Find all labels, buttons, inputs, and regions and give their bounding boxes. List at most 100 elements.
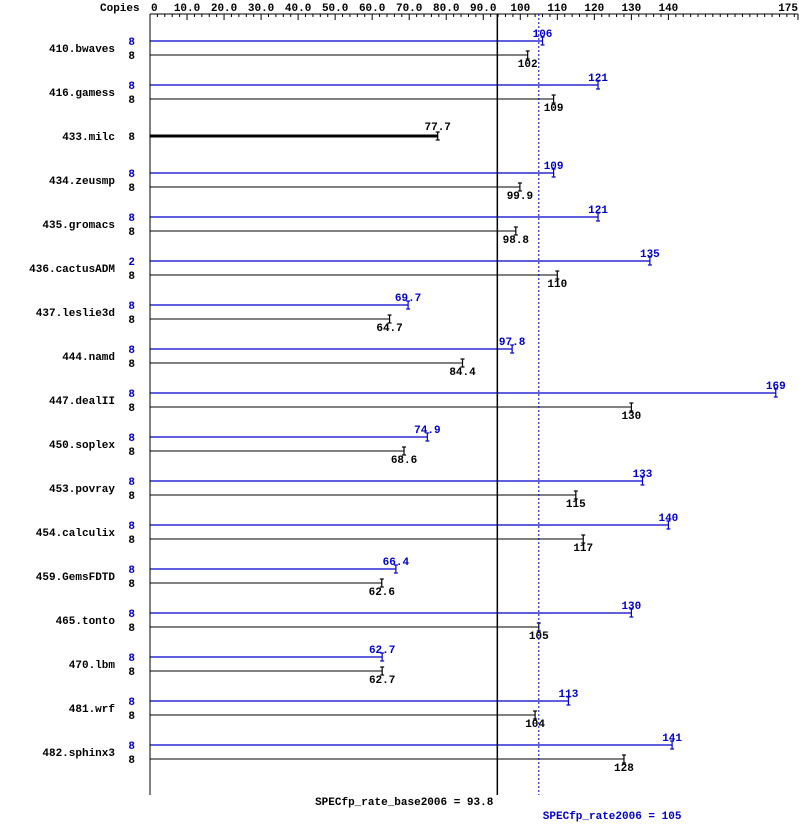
base-copies: 8 <box>128 755 135 767</box>
base-value: 84.4 <box>449 367 476 379</box>
x-tick-label: 110 <box>547 3 567 15</box>
x-tick-label: 80.0 <box>433 3 459 15</box>
peak-copies: 8 <box>128 433 135 445</box>
x-tick-label: 20.0 <box>211 3 237 15</box>
peak-value: 141 <box>662 733 682 745</box>
x-tick-label: 120 <box>584 3 604 15</box>
base-value: 98.8 <box>503 235 530 247</box>
x-tick-label: 175 <box>778 3 798 15</box>
base-copies: 8 <box>128 132 135 144</box>
peak-copies: 8 <box>128 301 135 313</box>
peak-copies: 8 <box>128 345 135 357</box>
peak-copies: 8 <box>128 653 135 665</box>
x-tick-label: 60.0 <box>359 3 385 15</box>
peak-copies: 8 <box>128 213 135 225</box>
base-value: 115 <box>566 499 586 511</box>
base-copies: 8 <box>128 95 135 107</box>
x-tick-label: 40.0 <box>285 3 311 15</box>
ref-label-base: SPECfp_rate_base2006 = 93.8 <box>315 797 494 809</box>
peak-value: 133 <box>633 469 653 481</box>
base-value: 117 <box>573 543 593 555</box>
header-copies-label: Copies <box>100 3 140 15</box>
peak-value: 130 <box>621 601 641 613</box>
peak-value: 62.7 <box>369 645 395 657</box>
benchmark-label: 437.leslie3d <box>36 308 115 320</box>
base-copies: 8 <box>128 271 135 283</box>
peak-copies: 8 <box>128 477 135 489</box>
x-tick-label: 30.0 <box>248 3 274 15</box>
peak-copies: 8 <box>128 697 135 709</box>
peak-value: 69.7 <box>395 293 421 305</box>
benchmark-label: 433.milc <box>62 132 115 144</box>
benchmark-label: 410.bwaves <box>49 44 115 56</box>
peak-value: 121 <box>588 205 608 217</box>
peak-value: 66.4 <box>383 557 410 569</box>
peak-copies: 8 <box>128 741 135 753</box>
benchmark-label: 459.GemsFDTD <box>36 572 116 584</box>
base-copies: 8 <box>128 227 135 239</box>
base-value: 62.6 <box>369 587 395 599</box>
benchmark-label: 450.soplex <box>49 440 115 452</box>
base-value: 77.7 <box>425 122 451 134</box>
benchmark-label: 465.tonto <box>56 616 116 628</box>
benchmark-label: 470.lbm <box>69 660 116 672</box>
benchmark-label: 436.cactusADM <box>29 264 115 276</box>
base-value: 105 <box>529 631 549 643</box>
base-copies: 8 <box>128 491 135 503</box>
base-copies: 8 <box>128 623 135 635</box>
base-value: 109 <box>544 103 564 115</box>
base-value: 110 <box>547 279 567 291</box>
peak-value: 109 <box>544 161 564 173</box>
x-tick-label: 140 <box>658 3 678 15</box>
base-copies: 8 <box>128 447 135 459</box>
base-value: 104 <box>525 719 545 731</box>
chart-background <box>0 0 799 831</box>
base-value: 68.6 <box>391 455 417 467</box>
base-copies: 8 <box>128 579 135 591</box>
benchmark-label: 435.gromacs <box>42 220 115 232</box>
x-tick-label: 50.0 <box>322 3 348 15</box>
x-tick-label: 10.0 <box>174 3 200 15</box>
benchmark-label: 416.gamess <box>49 88 115 100</box>
base-copies: 8 <box>128 315 135 327</box>
benchmark-label: 444.namd <box>62 352 115 364</box>
x-tick-label: 130 <box>621 3 641 15</box>
peak-copies: 2 <box>128 257 135 269</box>
peak-copies: 8 <box>128 389 135 401</box>
peak-copies: 8 <box>128 37 135 49</box>
peak-value: 121 <box>588 73 608 85</box>
peak-copies: 8 <box>128 81 135 93</box>
base-value: 62.7 <box>369 675 395 687</box>
base-value: 102 <box>518 59 538 71</box>
peak-value: 169 <box>766 381 786 393</box>
base-copies: 8 <box>128 403 135 415</box>
peak-copies: 8 <box>128 609 135 621</box>
peak-value: 113 <box>559 689 579 701</box>
base-copies: 8 <box>128 359 135 371</box>
x-tick-label: 0 <box>151 3 158 15</box>
base-copies: 8 <box>128 667 135 679</box>
peak-value: 106 <box>533 29 553 41</box>
benchmark-label: 434.zeusmp <box>49 176 115 188</box>
x-tick-label: 90.0 <box>470 3 496 15</box>
x-tick-label: 100 <box>510 3 530 15</box>
base-copies: 8 <box>128 711 135 723</box>
base-copies: 8 <box>128 51 135 63</box>
base-value: 130 <box>621 411 641 423</box>
base-copies: 8 <box>128 535 135 547</box>
base-value: 99.9 <box>507 191 533 203</box>
base-value: 128 <box>614 763 634 775</box>
peak-copies: 8 <box>128 565 135 577</box>
ref-label-peak: SPECfp_rate2006 = 105 <box>543 811 682 823</box>
peak-value: 97.8 <box>499 337 526 349</box>
benchmark-label: 453.povray <box>49 484 115 496</box>
peak-copies: 8 <box>128 169 135 181</box>
benchmark-label: 454.calculix <box>36 528 116 540</box>
base-value: 64.7 <box>376 323 402 335</box>
peak-value: 140 <box>658 513 678 525</box>
benchmark-label: 447.dealII <box>49 396 115 408</box>
benchmark-label: 481.wrf <box>69 704 116 716</box>
peak-copies: 8 <box>128 521 135 533</box>
benchmark-label: 482.sphinx3 <box>42 748 115 760</box>
base-copies: 8 <box>128 183 135 195</box>
